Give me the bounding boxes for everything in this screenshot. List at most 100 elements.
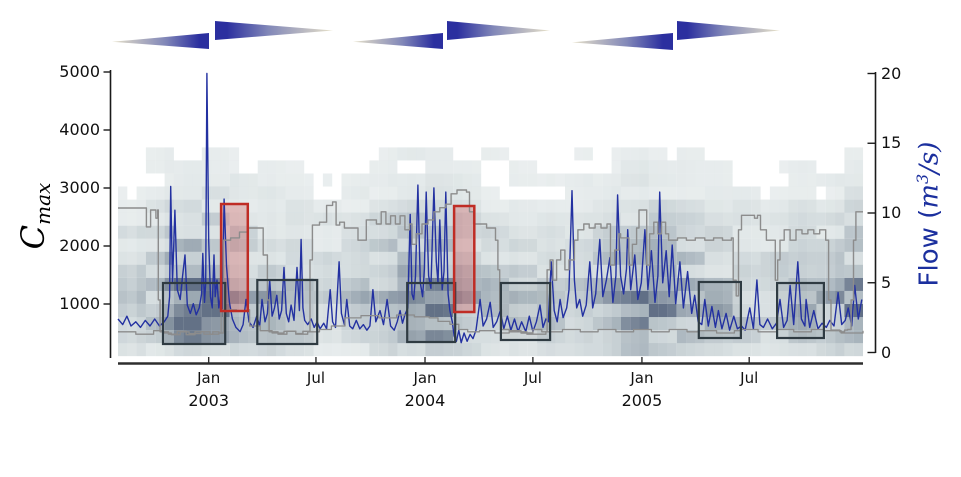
heatmap-cell [267, 330, 277, 344]
heatmap-cell [686, 264, 696, 278]
heatmap-cell [462, 238, 472, 252]
heatmap-cell [388, 277, 398, 291]
heatmap-cell [499, 317, 510, 331]
heatmap-cell [583, 317, 593, 331]
heatmap-cell [285, 160, 295, 174]
heatmap-cell [695, 264, 705, 278]
highlight-box-black-fill [698, 282, 741, 338]
heatmap-cell [611, 304, 621, 318]
heatmap-cell [630, 290, 640, 304]
cmax-label-subscript: max [31, 182, 55, 225]
flow-label-m: m [914, 184, 945, 209]
heatmap-cell [425, 199, 435, 213]
heatmap-cell [173, 330, 184, 344]
heatmap-cell [630, 147, 640, 161]
heatmap-cell [844, 251, 854, 265]
heatmap-cell [611, 290, 621, 304]
heatmap-cell [155, 225, 165, 239]
heatmap-cell [481, 277, 491, 291]
heatmap-cell [574, 238, 584, 252]
heatmap-cell [853, 330, 864, 344]
heatmap-cell [667, 290, 677, 304]
heatmap-cell [192, 225, 202, 239]
heatmap-cell [676, 186, 687, 200]
heatmap-cell [797, 160, 808, 174]
heatmap-cell [490, 238, 500, 252]
heatmap-cell [807, 290, 817, 304]
heatmap-cell [304, 277, 314, 291]
heatmap-cell [667, 160, 677, 174]
heatmap-cell [732, 186, 742, 200]
heatmap-cell [145, 317, 156, 331]
heatmap-cell [406, 330, 417, 344]
heatmap-cell [211, 225, 221, 239]
heatmap-cell [294, 160, 305, 174]
heatmap-cell [490, 147, 500, 161]
heatmap-cell [844, 186, 854, 200]
y-axis-label-cmax: Cmax [14, 146, 62, 286]
heatmap-cell [239, 277, 249, 291]
heatmap-cell [732, 225, 742, 239]
heatmap-cell [835, 277, 845, 291]
heatmap-cell [369, 317, 379, 331]
heatmap-cell [555, 212, 566, 226]
heatmap-cell [797, 304, 808, 318]
heatmap-cell [276, 199, 286, 213]
heatmap-cell [751, 238, 761, 252]
heatmap-cell [565, 330, 575, 344]
heatmap-cell [648, 290, 659, 304]
heatmap-cell [704, 343, 715, 357]
heatmap-cell [714, 173, 724, 187]
heatmap-cell [425, 251, 435, 265]
heatmap-cell [136, 238, 146, 252]
heatmap-cell [313, 225, 323, 239]
heatmap-cell [183, 199, 193, 213]
heatmap-cell [285, 173, 295, 187]
cmax-label-main: C [14, 224, 52, 250]
heatmap-cell [285, 212, 295, 226]
heatmap-cell [648, 160, 659, 174]
heatmap-cell [285, 186, 295, 200]
heatmap-cell [760, 212, 770, 226]
heatmap-cell [751, 317, 761, 331]
heatmap-cell [592, 238, 603, 252]
heatmap-cell [825, 173, 836, 187]
heatmap-cell [704, 290, 715, 304]
heatmap-cell [285, 238, 295, 252]
heatmap-cell [341, 251, 351, 265]
heatmap-cell [574, 277, 584, 291]
heatmap-cell [155, 186, 165, 200]
heatmap-cell [453, 186, 463, 200]
heatmap-cell [267, 264, 277, 278]
heatmap-cell [769, 225, 780, 239]
heatmap-cell [443, 343, 454, 357]
heatmap-cell [769, 277, 780, 291]
heatmap-cell [546, 225, 556, 239]
heatmap-cell [294, 317, 305, 331]
heatmap-cell [807, 277, 817, 291]
heatmap-cell [499, 343, 510, 357]
heatmap-cell [127, 277, 137, 291]
heatmap-cell [145, 264, 156, 278]
heatmap-cell [732, 343, 742, 357]
heatmap-cell [257, 264, 268, 278]
heatmap-cell [341, 173, 351, 187]
heatmap-cell [704, 225, 715, 239]
heatmap-cell [844, 330, 854, 344]
heatmap-cell [257, 212, 268, 226]
heatmap-cell [620, 225, 631, 239]
heatmap-cell [192, 304, 202, 318]
heatmap-cell [388, 147, 398, 161]
heatmap-cell [462, 304, 472, 318]
heatmap-cell [425, 147, 435, 161]
heatmap-cell [695, 238, 705, 252]
heatmap-cell [527, 238, 538, 252]
heatmap-cell [537, 173, 547, 187]
heatmap-cell [499, 225, 510, 239]
heatmap-cell [183, 225, 193, 239]
heatmap-cell [294, 238, 305, 252]
heatmap-cell [118, 199, 128, 213]
heatmap-cell [825, 290, 836, 304]
heatmap-cell [714, 330, 724, 344]
heatmap-cell [136, 343, 146, 357]
